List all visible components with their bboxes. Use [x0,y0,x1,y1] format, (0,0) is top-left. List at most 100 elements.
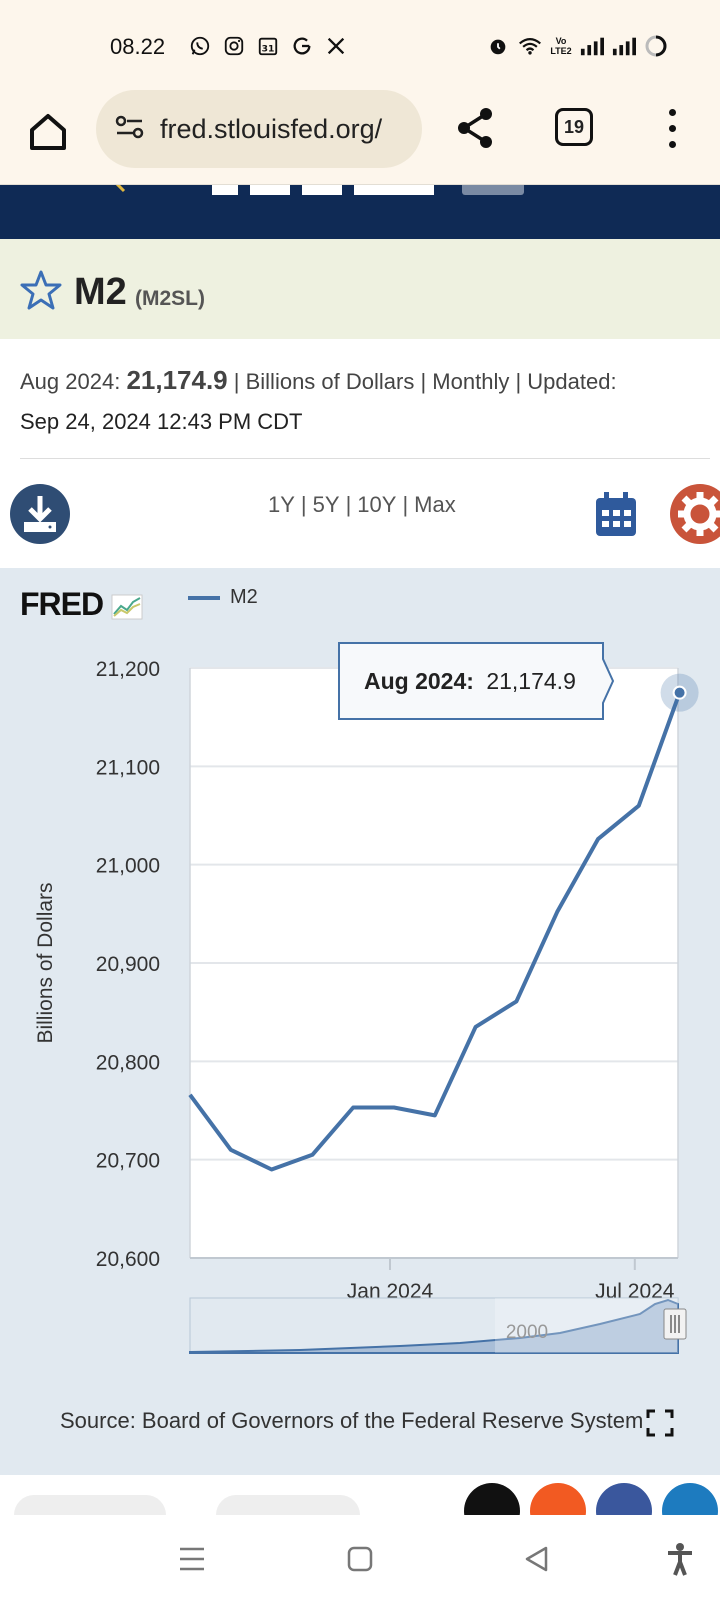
home-nav-icon[interactable] [340,1539,380,1579]
back-nav-icon[interactable] [516,1539,556,1579]
settings-gear-icon[interactable] [670,484,720,544]
y-tick-label: 20,600 [96,1248,160,1271]
data-point[interactable] [672,685,687,700]
share-button[interactable] [452,104,500,152]
tooltip-value: 21,174.9 [486,668,576,694]
fred-logo: FRED [20,586,143,623]
chart-legend[interactable]: M2 [188,586,258,609]
site-settings-icon[interactable] [114,113,146,146]
calendar-day: 31 [262,44,275,55]
instagram-icon [222,34,246,58]
divider [20,458,710,459]
data-point[interactable] [432,1112,438,1118]
range-selector: 1Y | 5Y | 10Y | Max [268,492,456,517]
chart[interactable]: 21,200 21,100 21,000 20,900 20,800 20,700 20,6… [0,568,720,1388]
status-time: 08.22 [110,34,166,59]
updated-time: Sep 24, 2024 12:43 PM CDT [20,409,303,434]
range-navigator[interactable]: 2000 [189,1297,687,1354]
fullscreen-icon[interactable] [645,1408,675,1438]
data-point[interactable] [309,1152,315,1158]
system-icons: Vo LTE2 [486,34,668,58]
menu-button[interactable] [652,104,692,152]
data-point[interactable] [269,1167,275,1173]
recent-apps-icon[interactable] [172,1539,212,1579]
menu-dot [668,140,676,148]
volte-icon: Vo LTE2 [550,36,572,56]
data-point[interactable] [513,998,519,1004]
signal-icon [612,34,636,58]
data-point[interactable] [187,1092,193,1098]
fred-header-logo [115,185,524,195]
x-tick-label: Jul 2024 [595,1280,675,1303]
home-button[interactable] [24,108,72,156]
share-linkedin-icon[interactable] [662,1483,718,1515]
legend-swatch [188,595,220,600]
fred-logo-chart-icon [111,594,143,620]
data-point[interactable] [595,836,601,842]
share-reddit-icon[interactable] [530,1483,586,1515]
latest-date: Aug 2024: [20,369,121,394]
accessibility-icon[interactable] [660,1539,700,1579]
calendar-icon[interactable] [594,490,638,538]
tabs-button[interactable]: 19 [555,108,593,146]
data-point[interactable] [228,1147,234,1153]
share-facebook-icon[interactable] [596,1483,652,1515]
wifi-icon [518,34,542,58]
data-point[interactable] [391,1105,397,1111]
y-tick-label: 21,000 [96,855,160,878]
series-info: Aug 2024: 21,174.9 | Billions of Dollars… [20,365,617,434]
share-x-icon[interactable] [464,1483,520,1515]
status-bar: 08.22 31 Vo LTE2 [0,0,720,90]
navigator-area [189,1298,679,1354]
star-icon[interactable] [20,269,62,311]
series-id: (M2SL) [135,287,205,310]
data-point[interactable] [636,803,642,809]
chart-panel: FRED M2 21,200 21,100 21,000 20,900 20,800 20… [0,568,720,1475]
system-nav-bar [0,1515,720,1600]
pill-button[interactable] [14,1495,166,1515]
x-icon [324,34,348,58]
y-tick-label: 21,200 [96,658,160,681]
alarm-icon [486,34,510,58]
series-title-band: M2 (M2SL) [0,239,720,339]
pill-button[interactable] [216,1495,360,1515]
updated-label: Updated: [527,369,617,394]
tooltip-date: Aug 2024: [364,668,474,694]
site-header [0,185,720,239]
latest-value: 21,174.9 [126,365,228,395]
svg-text:Aug 2024: 21,174.9: Aug 2024: 21,174.9 [364,668,576,694]
tooltip: Aug 2024: 21,174.9 [338,642,615,720]
whatsapp-icon [188,34,212,58]
data-point[interactable] [473,1024,479,1030]
y-tick-label: 20,800 [96,1051,160,1074]
range-10y[interactable]: 10Y [357,492,397,517]
data-point[interactable] [350,1105,356,1111]
menu-dot [668,124,676,132]
y-tick-label: 20,900 [96,953,160,976]
legend-label: M2 [230,586,258,608]
browser-toolbar: fred.stlouisfed.org/ 19 [0,90,720,185]
frequency: Monthly [432,369,510,394]
series-line-m2 [188,692,682,1172]
signal-icon [580,34,604,58]
range-1y[interactable]: 1Y [268,492,295,517]
url-bar[interactable]: fred.stlouisfed.org/ [96,90,422,168]
x-tick-label: Jan 2024 [347,1280,434,1303]
calendar-31-icon: 31 [256,34,280,58]
fred-logo-text: FRED [20,586,104,622]
range-max[interactable]: Max [414,492,456,517]
battery-icon [644,34,668,58]
y-tick-label: 20,700 [96,1150,160,1173]
share-strip [0,1475,720,1515]
source-text: Source: Board of Governors of the Federa… [60,1408,644,1433]
y-tick-label: 21,100 [96,756,160,779]
menu-dot [668,108,676,116]
url-text: fred.stlouisfed.org/ [160,113,383,144]
g-icon [290,34,314,58]
data-point[interactable] [554,909,560,915]
units: Billions of Dollars [245,369,415,394]
y-axis-label: Billions of Dollars [34,882,57,1043]
range-5y[interactable]: 5Y [312,492,340,517]
download-button[interactable] [10,484,70,544]
notification-icons: 31 [188,34,348,58]
